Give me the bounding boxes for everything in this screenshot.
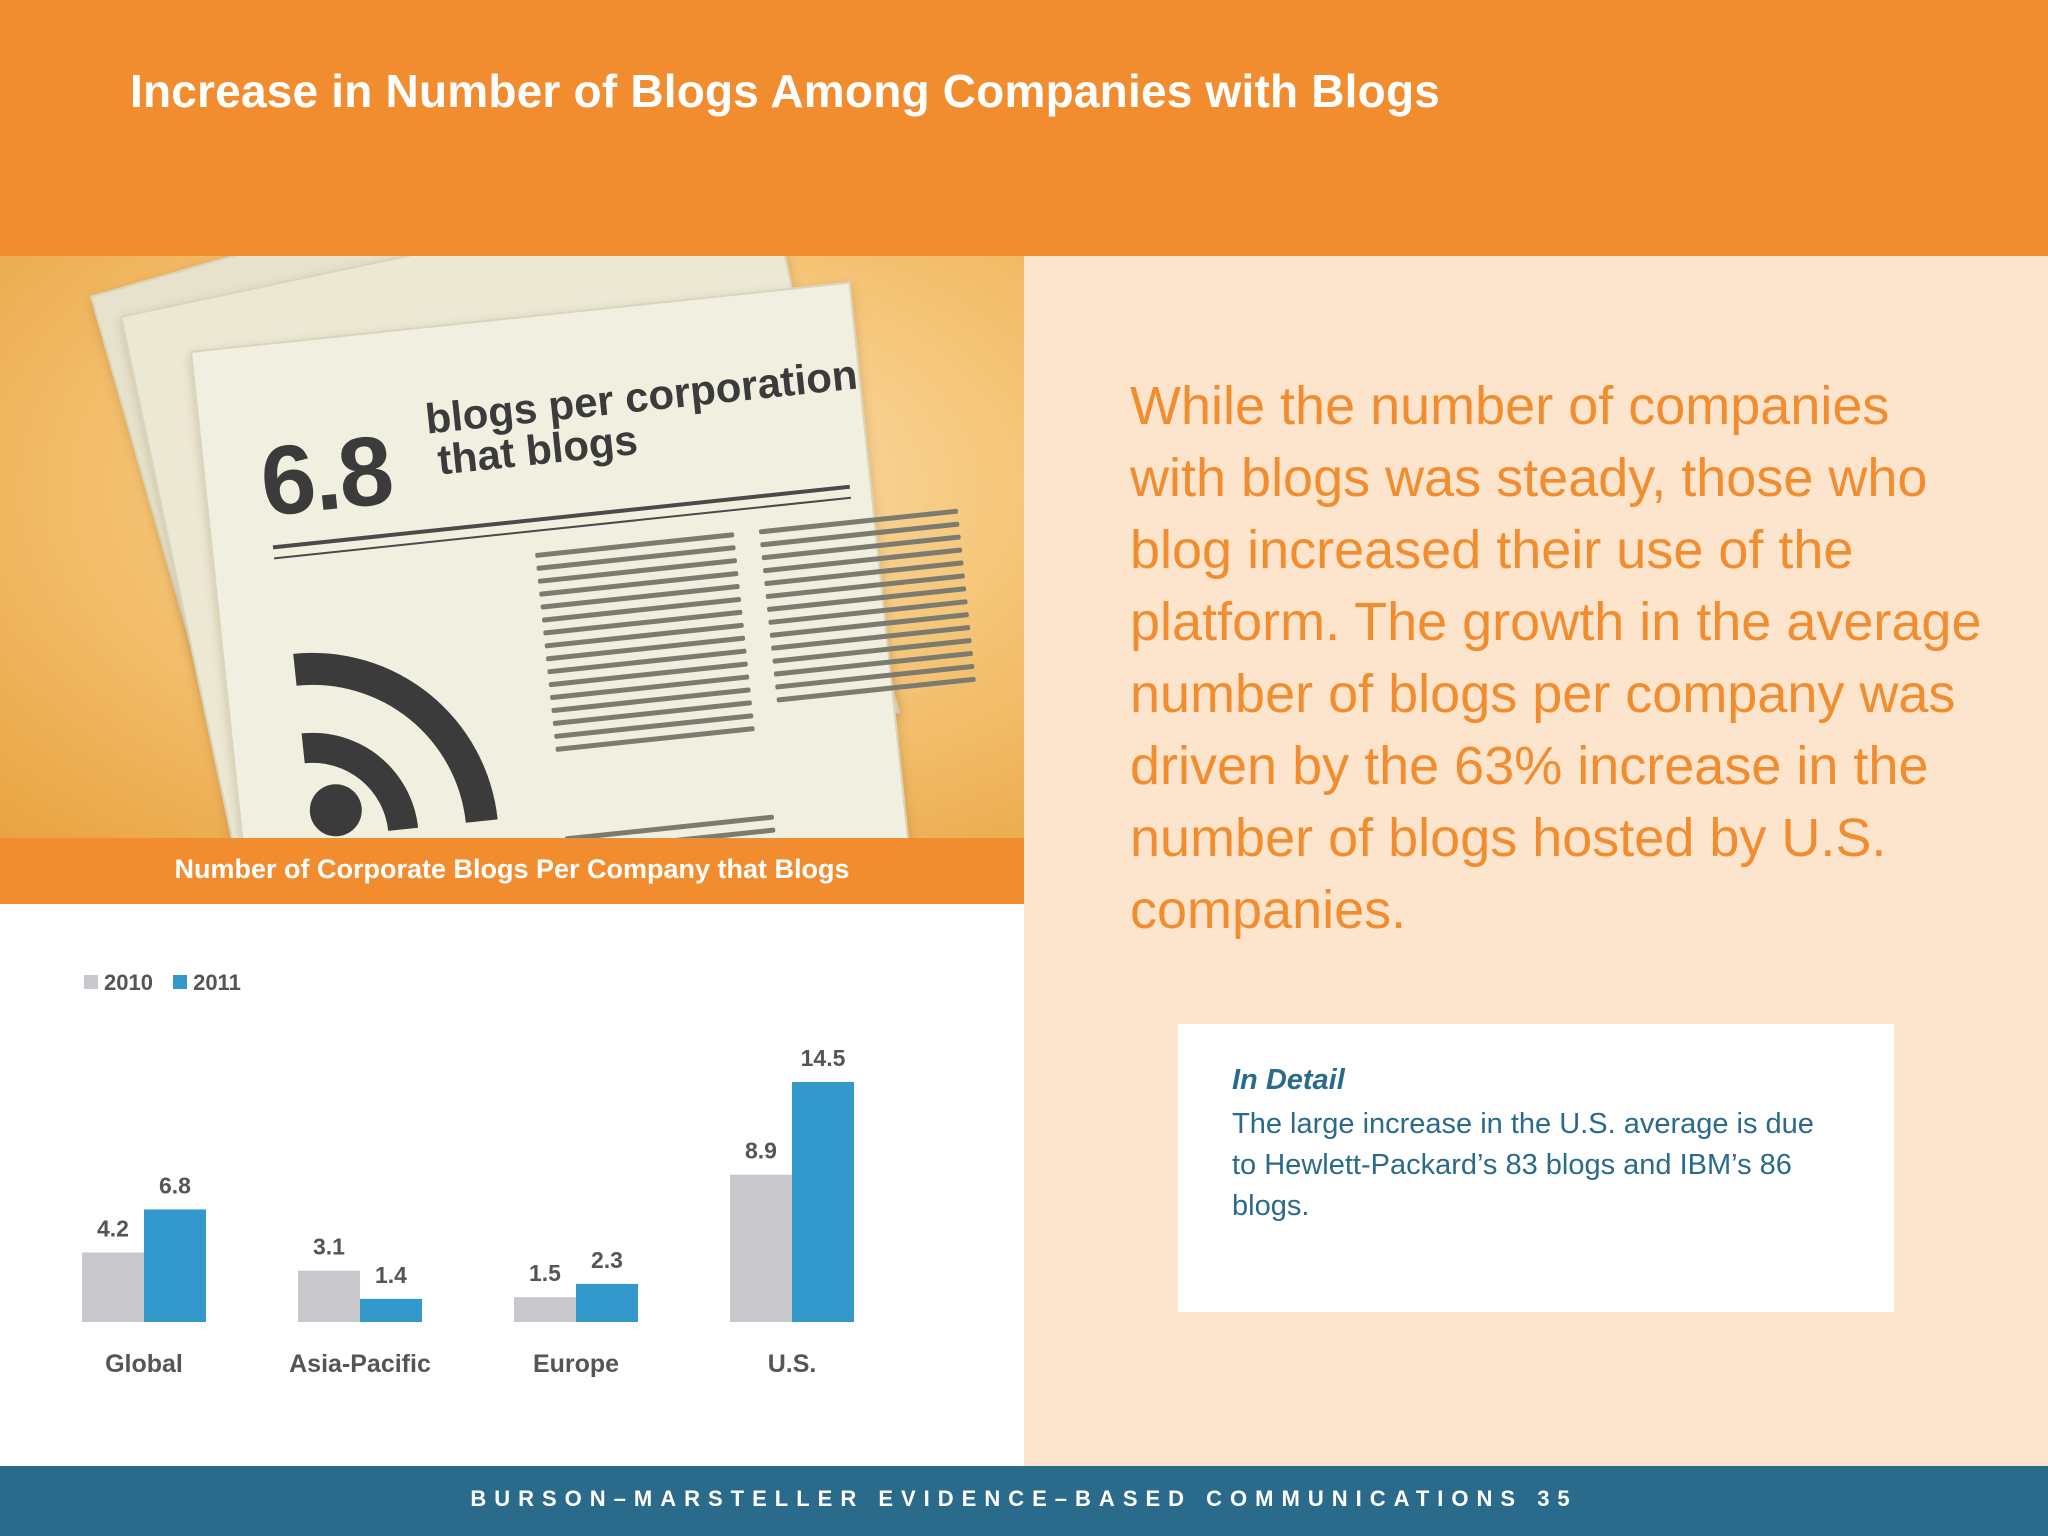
bar-2010-2 [514,1297,576,1322]
lorem-column [535,532,756,760]
newspaper-illustration: 6.8 blogs per corporation that blogs [0,256,1024,838]
legend-label: 2011 [193,970,241,995]
data-label: 6.8 [159,1172,191,1198]
detail-text: The large increase in the U.S. average i… [1232,1108,1814,1222]
x-tick-label: U.S. [768,1350,817,1378]
data-label: 2.3 [591,1247,623,1273]
footer-bar: BURSON–MARSTELLER EVIDENCE–BASED COMMUNI… [0,1466,2048,1536]
in-detail-box: In Detail The large increase in the U.S.… [1178,1024,1894,1312]
chart-legend: 2010 2011 [84,970,255,996]
data-label: 4.2 [97,1215,129,1241]
bar-2011-1 [360,1298,422,1322]
body-text: While the number of companies with blogs… [1130,376,1982,940]
page-title: Increase in Number of Blogs Among Compan… [130,65,1441,117]
data-label: 1.4 [375,1262,407,1288]
data-label: 8.9 [745,1138,777,1164]
x-tick-label: Europe [533,1350,619,1378]
detail-title: In Detail [1232,1064,1345,1096]
bar-chart: 4.2 6.8 Global 3.1 1.4 Asia-Pacific 1.5 2.3 Euro… [82,1045,854,1378]
bar-2011-3 [792,1082,854,1322]
legend-item-2011: 2011 [173,970,241,996]
bar-2010-1 [298,1270,360,1322]
newspaper-front-sheet: 6.8 blogs per corporation that blogs [190,281,976,838]
legend-item-2010: 2010 [84,970,153,996]
chart-caption: Number of Corporate Blogs Per Company th… [174,854,850,884]
big-number: 6.8 [255,413,397,537]
x-tick-label: Asia-Pacific [289,1350,431,1378]
legend-swatch [84,975,98,990]
bar-2010-0 [82,1252,144,1322]
x-tick-label: Global [105,1350,183,1378]
bar-2011-2 [576,1283,638,1322]
data-label: 1.5 [529,1260,561,1286]
chart-caption-bar: Number of Corporate Blogs Per Company th… [0,838,1024,904]
footer-text: BURSON–MARSTELLER EVIDENCE–BASED COMMUNI… [470,1486,1578,1511]
data-label: 14.5 [801,1045,846,1071]
rss-icon [293,652,498,837]
legend-swatch [173,975,188,990]
bar-2011-0 [144,1209,206,1322]
lorem-column [564,814,782,838]
data-label: 3.1 [313,1234,345,1260]
lorem-column [758,508,977,711]
header-bar: Increase in Number of Blogs Among Compan… [0,0,2048,256]
headline: blogs per corporation that blogs [423,351,863,484]
bar-2010-3 [730,1174,792,1322]
legend-label: 2010 [104,970,153,995]
